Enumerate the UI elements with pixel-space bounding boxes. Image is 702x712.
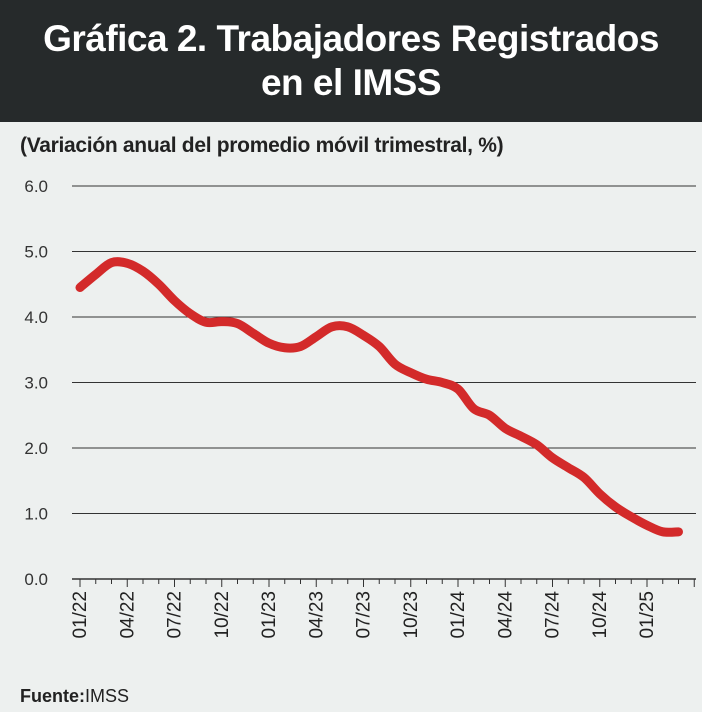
y-tick-label: 2.0 <box>24 439 48 458</box>
x-tick-label: 04/24 <box>495 591 516 639</box>
x-axis: 01/22 04/22 07/22 10/22 01/23 04/23 07/23 10/23… <box>70 579 695 639</box>
chart-subtitle: (Variación anual del promedio móvil trim… <box>20 134 504 157</box>
series-layer <box>75 257 683 537</box>
source-value: IMSS <box>85 686 130 706</box>
x-tick-label: 01/25 <box>637 591 658 639</box>
x-tick-label: 10/22 <box>212 591 233 639</box>
chart-header: Gráfica 2. Trabajadores Registrados en e… <box>0 0 702 122</box>
x-tick-label: 10/23 <box>401 591 422 639</box>
x-tick-label: 07/24 <box>543 591 564 639</box>
source-label: Fuente: <box>20 686 85 706</box>
x-tick-label: 01/24 <box>448 591 469 639</box>
y-tick-label: 0.0 <box>24 570 48 589</box>
line-chart: 0.0 1.0 2.0 3.0 4.0 5.0 6.0 01/22 04/22 07/22 10/… <box>24 177 696 639</box>
x-tick-label: 01/23 <box>259 591 280 639</box>
series-line <box>75 257 683 537</box>
x-tick-label: 10/24 <box>590 591 611 639</box>
x-tick-label: 07/23 <box>354 591 375 639</box>
x-tick-label: 07/22 <box>165 591 186 639</box>
source-note: Fuente:IMSS <box>20 686 129 707</box>
x-tick-label: 04/22 <box>117 591 138 639</box>
chart-title-line-1: Gráfica 2. Trabajadores Registrados <box>43 18 659 59</box>
grid-layer: 0.0 1.0 2.0 3.0 4.0 5.0 6.0 <box>24 177 696 589</box>
x-tick-label: 01/22 <box>70 591 91 639</box>
x-tick-label: 04/23 <box>306 591 327 639</box>
chart-title-line-2: en el IMSS <box>260 62 442 103</box>
y-tick-label: 1.0 <box>24 505 48 524</box>
y-tick-label: 5.0 <box>24 243 48 262</box>
y-tick-label: 3.0 <box>24 374 48 393</box>
y-tick-label: 4.0 <box>24 308 48 327</box>
y-tick-label: 6.0 <box>24 177 48 196</box>
